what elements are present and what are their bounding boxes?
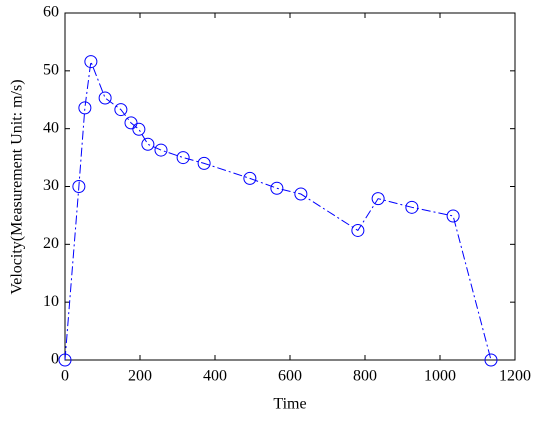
data-point: [154, 143, 168, 157]
data-point: [351, 223, 365, 237]
data-point: [132, 122, 146, 136]
y-tick-label: 50: [43, 62, 59, 79]
data-point: [98, 91, 112, 105]
data-point: [446, 209, 460, 223]
x-tick-label: 400: [203, 368, 227, 385]
data-point: [141, 137, 155, 151]
x-tick-label: 1200: [499, 368, 531, 385]
data-point: [294, 187, 308, 201]
data-point: [84, 55, 98, 69]
y-tick-label: 60: [43, 4, 59, 21]
data-point: [72, 180, 86, 193]
data-point: [270, 181, 284, 195]
data-line: [64, 61, 492, 361]
data-point: [124, 116, 138, 130]
x-tick-label: 800: [353, 368, 377, 385]
y-tick-label: 30: [43, 177, 59, 194]
data-point: [405, 200, 419, 214]
data-point: [484, 353, 498, 367]
y-tick-label: 40: [43, 119, 59, 136]
y-tick-label: 10: [43, 293, 59, 310]
y-tick-label: 0: [51, 351, 59, 368]
data-point: [114, 103, 128, 117]
data-point: [197, 156, 211, 170]
data-point: [371, 192, 385, 206]
x-tick-label: 200: [128, 368, 152, 385]
data-point: [58, 353, 72, 367]
data-point: [176, 151, 190, 165]
x-tick-label: 0: [61, 368, 69, 385]
x-tick-label: 1000: [424, 368, 456, 385]
data-point: [78, 101, 92, 115]
y-axis-label: Velocity(Measurement Unit: m/s): [9, 79, 26, 294]
y-tick-label: 20: [43, 235, 59, 252]
x-tick-label: 600: [278, 368, 302, 385]
x-axis-label: Time: [273, 396, 306, 413]
data-point: [243, 171, 257, 185]
